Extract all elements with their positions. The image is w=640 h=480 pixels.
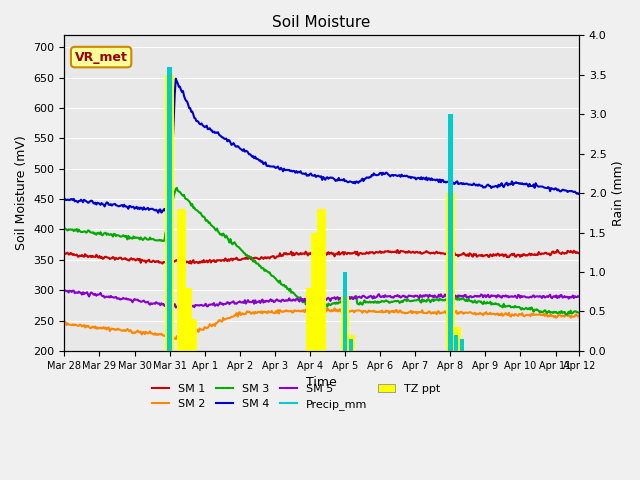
Bar	[183, 288, 191, 351]
X-axis label: Time: Time	[307, 376, 337, 389]
Bar	[189, 319, 197, 351]
Bar	[312, 232, 320, 351]
Bar	[349, 339, 353, 351]
Bar	[346, 335, 355, 351]
Bar	[446, 193, 454, 351]
Bar	[340, 296, 349, 351]
Bar	[317, 209, 326, 351]
Legend: SM 1, SM 2, SM 3, SM 4, SM 5, Precip_mm, TZ ppt: SM 1, SM 2, SM 3, SM 4, SM 5, Precip_mm,…	[148, 379, 444, 415]
Bar	[454, 335, 458, 351]
Bar	[452, 327, 461, 351]
Y-axis label: Rain (mm): Rain (mm)	[612, 160, 625, 226]
Bar	[168, 67, 172, 351]
Title: Soil Moisture: Soil Moisture	[273, 15, 371, 30]
Y-axis label: Soil Moisture (mV): Soil Moisture (mV)	[15, 136, 28, 251]
Text: VR_met: VR_met	[75, 50, 127, 63]
Bar	[460, 339, 464, 351]
Bar	[448, 114, 452, 351]
Bar	[306, 288, 314, 351]
Bar	[177, 209, 186, 351]
Bar	[343, 272, 348, 351]
Bar	[165, 75, 174, 351]
